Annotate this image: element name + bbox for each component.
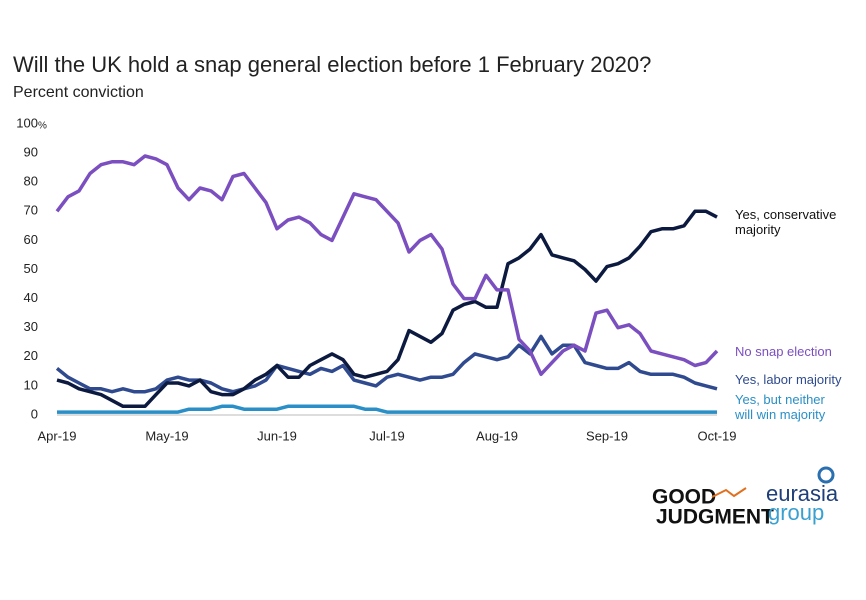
series-line	[57, 404, 717, 414]
y-tick-label: 10	[24, 377, 38, 392]
logo-arrow	[711, 487, 747, 498]
x-tick-label: Oct-19	[697, 428, 736, 443]
y-tick-label: 80	[24, 174, 38, 189]
logo: JUDGMENT	[656, 506, 774, 529]
y-tick-label: 20	[24, 348, 38, 363]
y-tick-label: 0	[31, 406, 38, 421]
y-tick-label: 50	[24, 261, 38, 276]
series-label: No snap election	[735, 344, 832, 359]
series-label: Yes, but neither will win majority	[735, 392, 826, 422]
y-tick-label: 70	[24, 203, 38, 218]
series-line	[55, 154, 719, 377]
series-label: Yes, labor majority	[735, 372, 842, 387]
y-tick-label: 100	[16, 115, 38, 130]
x-tick-label: Apr-19	[37, 428, 76, 443]
chart-subtitle: Percent conviction	[13, 84, 144, 101]
y-tick-label: 30	[24, 319, 38, 334]
x-tick-label: Aug-19	[476, 428, 518, 443]
chart-title: Will the UK hold a snap general election…	[13, 52, 651, 77]
logo: GOOD	[652, 486, 716, 509]
x-tick-label: Jun-19	[257, 428, 297, 443]
y-tick-label: 60	[24, 232, 38, 247]
series-label: Yes, conservative majority	[735, 207, 837, 237]
x-tick-label: May-19	[145, 428, 188, 443]
y-tick-label: 40	[24, 290, 38, 305]
x-tick-label: Sep-19	[586, 428, 628, 443]
y-tick-label: 90	[24, 145, 38, 160]
x-tick-label: Jul-19	[369, 428, 404, 443]
series-line	[56, 209, 718, 409]
y-unit: %	[38, 121, 47, 132]
logo: eurasia	[766, 481, 839, 506]
logo-icon	[817, 466, 835, 484]
series-line	[55, 334, 718, 394]
logo: group	[768, 500, 824, 525]
